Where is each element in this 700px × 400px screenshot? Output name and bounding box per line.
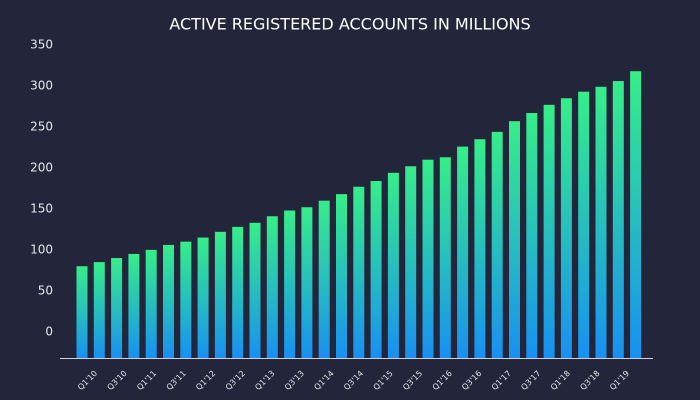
bar [526, 113, 538, 359]
bar [214, 231, 226, 358]
bar [266, 216, 278, 358]
bar [578, 91, 590, 358]
y-tick-label: 300 [30, 78, 53, 92]
bar [387, 172, 399, 358]
bar [543, 104, 555, 358]
bar [232, 226, 244, 358]
y-tick-label: 100 [30, 242, 53, 256]
bar [76, 266, 88, 358]
bar [509, 121, 520, 358]
y-tick-label: 150 [30, 201, 53, 215]
bar [111, 258, 123, 358]
bar [491, 131, 503, 358]
bar [630, 71, 642, 358]
bar [560, 98, 572, 359]
bar [163, 244, 174, 358]
y-tick-label: 350 [30, 38, 53, 52]
bar [336, 194, 347, 358]
bar [474, 139, 486, 358]
bar [180, 241, 192, 358]
y-tick-label: 250 [30, 119, 53, 133]
y-tick-label: 0 [45, 324, 53, 338]
bar [353, 186, 365, 358]
bar [405, 166, 417, 358]
chart-title: ACTIVE REGISTERED ACCOUNTS IN MILLIONS [169, 15, 530, 34]
bar [595, 86, 607, 358]
bar [301, 207, 313, 358]
y-tick-label: 50 [38, 283, 53, 297]
bar [439, 157, 451, 358]
bar [284, 210, 296, 358]
bar [318, 200, 330, 358]
bar [457, 146, 469, 358]
bar [197, 237, 209, 358]
bar [422, 159, 434, 358]
y-tick-label: 200 [30, 160, 53, 174]
bar [612, 81, 624, 358]
bar [145, 249, 157, 358]
bar [128, 253, 140, 358]
bar [249, 222, 261, 358]
bar [93, 262, 105, 358]
bar [370, 181, 382, 358]
